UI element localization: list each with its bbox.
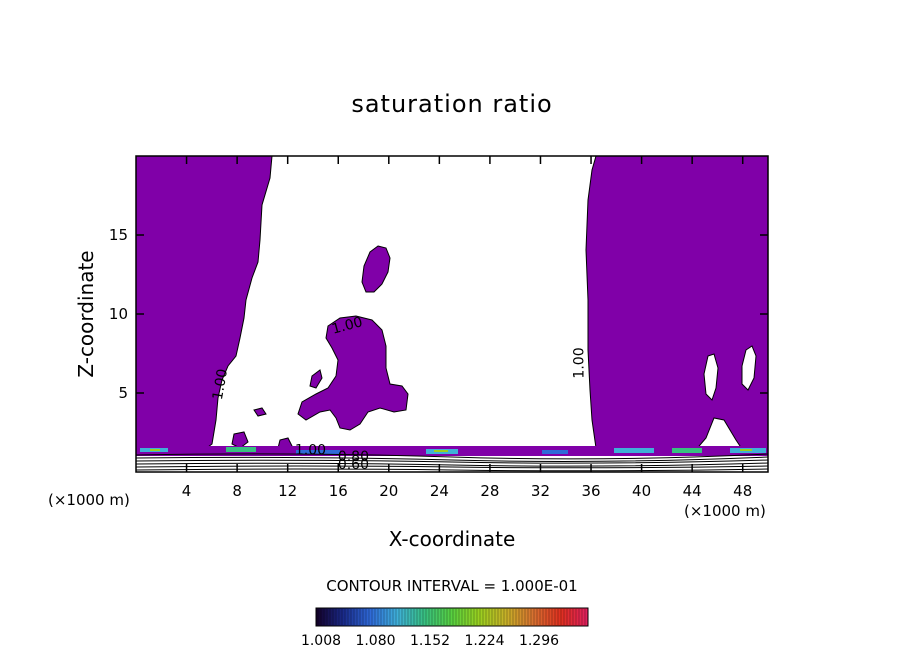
x-axis-ticks: 4 8 12 16 20 24 28 32 36 40 44 48 [182, 156, 752, 500]
contour-label: 1.00 [571, 347, 587, 378]
small-blob-1 [309, 369, 323, 389]
right-supersaturated-region [585, 156, 768, 453]
x-unit-label-right: (×1000 m) [684, 502, 766, 520]
x-tick-label: 24 [430, 482, 449, 500]
colorbar-tick-label: 1.008 [301, 633, 341, 649]
x-axis-label: X-coordinate [389, 527, 516, 551]
x-tick-label: 12 [278, 482, 297, 500]
surface-contour-lines [136, 453, 768, 472]
colorbar-tick-labels: 1.008 1.080 1.152 1.224 1.296 [301, 633, 559, 649]
colorbar-tick-label: 1.224 [464, 633, 504, 649]
x-tick-label: 20 [379, 482, 398, 500]
surface-band [136, 446, 768, 456]
y-tick-label: 5 [118, 384, 128, 402]
right-hole-1 [703, 353, 719, 401]
contour-label: 1.00 [295, 443, 326, 459]
chart-title: saturation ratio [351, 90, 552, 118]
colorbar-tick-label: 1.296 [519, 633, 559, 649]
x-tick-label: 28 [480, 482, 499, 500]
right-hole-2 [741, 345, 757, 391]
contour-label: 0.80 [338, 449, 369, 465]
x-tick-label: 48 [733, 482, 752, 500]
y-axis-ticks: 5 10 15 [109, 226, 768, 402]
contour-label: 1.00 [330, 314, 364, 338]
x-tick-label: 40 [632, 482, 651, 500]
x-tick-label: 44 [683, 482, 702, 500]
x-tick-label: 36 [581, 482, 600, 500]
colorbar-stripes [317, 609, 586, 625]
plot-area: 1.00 1.00 1.00 1.00 0.800.60 [136, 156, 768, 473]
colorbar-tick-label: 1.152 [410, 633, 450, 649]
central-supersaturated-plume [297, 315, 409, 431]
x-unit-label-left: (×1000 m) [48, 491, 130, 509]
small-blob-2 [253, 407, 267, 417]
x-tick-label: 16 [329, 482, 348, 500]
upper-supersaturated-blob [361, 245, 391, 293]
y-tick-label: 15 [109, 226, 128, 244]
contour-interval-label: CONTOUR INTERVAL = 1.000E-01 [326, 577, 577, 595]
colorbar [315, 607, 589, 627]
x-tick-label: 32 [531, 482, 550, 500]
x-tick-label: 8 [232, 482, 242, 500]
small-blob-3 [231, 431, 249, 449]
y-axis-label: Z-coordinate [74, 250, 98, 377]
x-tick-label: 4 [182, 482, 192, 500]
colorbar-tick-label: 1.080 [355, 633, 395, 649]
contour-label: 1.00 [210, 368, 231, 401]
y-tick-label: 10 [109, 305, 128, 323]
contour-label: 0.60 [338, 457, 369, 473]
contour-labels: 1.00 1.00 1.00 1.00 0.800.60 [210, 314, 588, 473]
